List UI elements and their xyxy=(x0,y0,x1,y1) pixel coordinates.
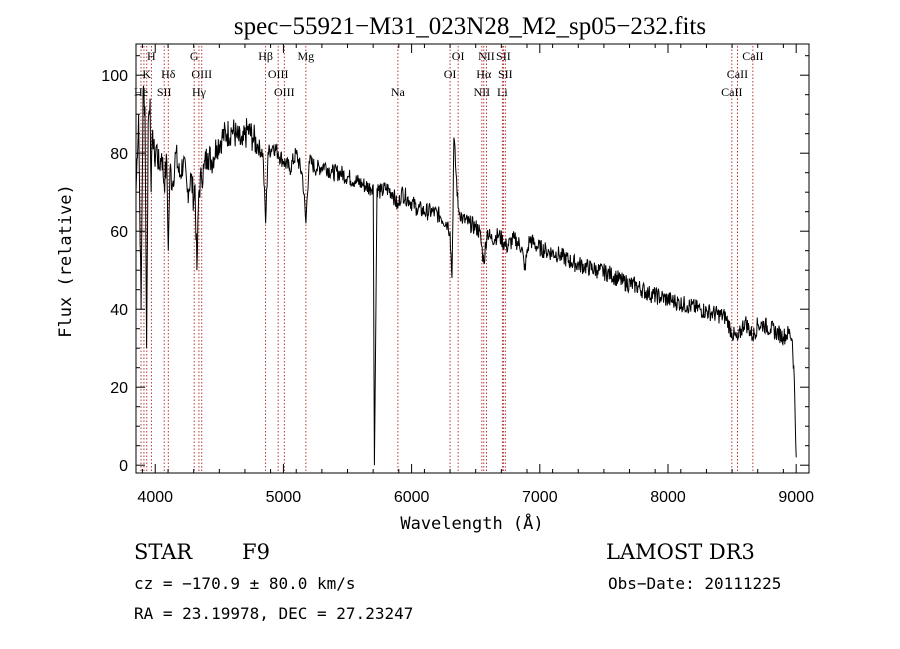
coordinates: RA = 23.19978, DEC = 27.23247 xyxy=(134,604,414,623)
line-label-7: OIII xyxy=(191,67,212,81)
x-tick-label-4: 8000 xyxy=(650,489,686,506)
x-tick-label-0: 4000 xyxy=(137,489,173,506)
line-label-14: OI xyxy=(452,49,465,63)
line-label-21: Li xyxy=(497,85,508,99)
x-axis-ticks: 4000 5000 6000 7000 8000 9000 xyxy=(137,44,814,506)
line-label-6: G xyxy=(190,49,199,63)
survey-name: LAMOST DR3 xyxy=(606,540,755,564)
line-label-11: OIII xyxy=(274,85,295,99)
spectral-line-markers xyxy=(140,46,754,473)
line-label-23: CaII xyxy=(727,67,748,81)
line-label-24: CaII xyxy=(721,85,742,99)
line-label-8: Hγ xyxy=(192,85,207,99)
line-label-13: Na xyxy=(391,85,406,99)
y-tick-label-4: 80 xyxy=(110,146,128,163)
object-subclass: F9 xyxy=(242,540,270,564)
line-label-0: H xyxy=(147,49,156,63)
redshift-cz: cz = −170.9 ± 80.0 km/s xyxy=(134,574,356,593)
x-tick-label-5: 9000 xyxy=(778,489,814,506)
line-label-2: Hδ xyxy=(161,67,176,81)
y-axis-ticks: 0 20 40 60 80 100 xyxy=(101,55,809,475)
x-axis-label: Wavelength (Å) xyxy=(400,512,543,534)
y-tick-label-5: 100 xyxy=(101,68,128,85)
line-label-16: NII xyxy=(478,49,495,63)
x-tick-label-3: 7000 xyxy=(522,489,558,506)
y-tick-label-1: 20 xyxy=(110,380,128,397)
x-tick-label-1: 5000 xyxy=(266,489,302,506)
line-label-15: OI xyxy=(444,67,457,81)
line-label-5: SII xyxy=(157,85,172,99)
observation-date: Obs−Date: 20111225 xyxy=(608,574,782,593)
plot-frame xyxy=(135,43,810,474)
object-class: STAR xyxy=(134,540,193,564)
line-label-22: CaII xyxy=(742,49,763,63)
line-label-19: SII xyxy=(498,67,513,81)
y-tick-label-2: 40 xyxy=(110,302,128,319)
line-label-1: K xyxy=(142,67,151,81)
line-label-17: SII xyxy=(496,49,511,63)
line-label-20: NII xyxy=(474,85,491,99)
chart-title: spec−55921−M31_023N28_M2_sp05−232.fits xyxy=(234,13,706,40)
line-label-12: Mg xyxy=(298,49,315,63)
line-label-9: Hβ xyxy=(258,49,273,63)
line-label-10: OIII xyxy=(268,67,289,81)
line-label-18: Hα xyxy=(476,67,492,81)
y-axis-label: Flux (relative) xyxy=(56,184,76,338)
y-tick-label-3: 60 xyxy=(110,224,128,241)
y-tick-label-0: 0 xyxy=(119,458,128,475)
x-tick-label-2: 6000 xyxy=(394,489,430,506)
spectrum-series-line xyxy=(135,85,797,466)
